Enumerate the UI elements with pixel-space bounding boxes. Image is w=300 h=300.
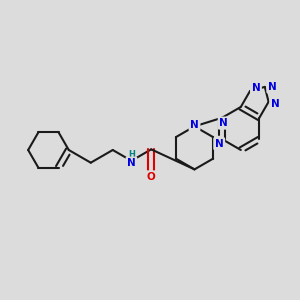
Text: O: O: [147, 172, 156, 182]
Text: N: N: [215, 139, 224, 149]
Text: N: N: [190, 120, 199, 130]
Text: N: N: [252, 83, 260, 93]
Text: N: N: [268, 82, 277, 92]
Text: N: N: [219, 118, 228, 128]
Text: N: N: [127, 158, 136, 168]
Text: H: H: [128, 150, 135, 159]
Text: N: N: [271, 99, 280, 109]
